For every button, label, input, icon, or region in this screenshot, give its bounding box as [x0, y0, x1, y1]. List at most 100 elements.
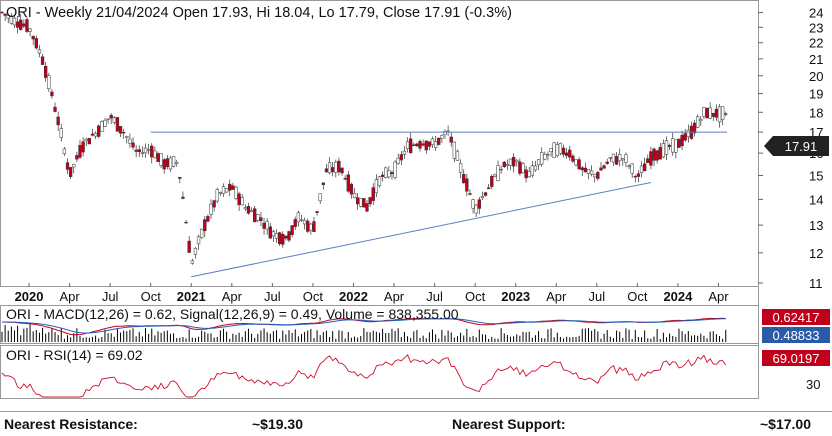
- candle-body: [571, 155, 575, 162]
- candle-body: [246, 206, 251, 214]
- candle-body: [274, 233, 279, 239]
- candle-body: [583, 167, 588, 173]
- candle-body: [277, 232, 282, 245]
- candle-body: [200, 228, 204, 239]
- candle-body: [533, 165, 538, 171]
- candle-body: [178, 177, 182, 179]
- candle-body: [655, 150, 659, 161]
- candle-body: [409, 138, 413, 154]
- candle-body: [162, 159, 166, 170]
- candle-body: [667, 144, 672, 147]
- candle-body: [652, 148, 656, 161]
- candle-body: [309, 223, 313, 231]
- candle-body: [181, 196, 185, 199]
- candle-body: [287, 231, 291, 241]
- candle-body: [268, 226, 272, 239]
- candle-body: [84, 138, 88, 142]
- candle-body: [156, 153, 160, 162]
- candle-body: [284, 235, 288, 239]
- candle-body: [90, 133, 95, 136]
- x-tick-label: Apr: [708, 289, 729, 304]
- candle-body: [56, 116, 60, 126]
- candle-body: [97, 125, 101, 137]
- candle-body: [518, 161, 522, 174]
- candle-body: [209, 203, 213, 215]
- candle-body: [231, 185, 235, 190]
- candle-body: [724, 113, 728, 115]
- candle-body: [465, 178, 469, 192]
- candle-series: [0, 11, 728, 265]
- candle-body: [549, 148, 553, 152]
- x-tick-label: Apr: [384, 289, 405, 304]
- candle-body: [37, 49, 42, 54]
- candle-body: [418, 140, 422, 149]
- candle-body: [171, 156, 176, 167]
- candle-body: [624, 154, 628, 163]
- support-trendline: [191, 181, 651, 278]
- macd-value-tag: 0.62417: [762, 309, 830, 325]
- x-tick-label: 2024: [663, 289, 693, 304]
- rsi-value-label: 69.0197: [773, 351, 820, 366]
- candle-body: [159, 153, 163, 166]
- x-tick-label: Apr: [546, 289, 567, 304]
- candle-body: [412, 144, 416, 146]
- candle-body: [106, 118, 110, 120]
- candle-body: [346, 174, 350, 192]
- candle-body: [281, 234, 285, 245]
- candle-body: [334, 161, 338, 173]
- y-tick-label: 13: [809, 218, 823, 233]
- candle-body: [212, 200, 216, 208]
- candle-body: [421, 143, 425, 146]
- x-tick-label: Apr: [222, 289, 243, 304]
- candle-body: [40, 56, 45, 65]
- candle-body: [677, 138, 681, 148]
- candle-body: [649, 151, 653, 166]
- candle-body: [53, 106, 57, 112]
- candle-body: [496, 165, 500, 182]
- candle-body: [599, 167, 603, 171]
- candle-body: [558, 142, 563, 154]
- candle-body: [699, 119, 703, 122]
- nearest-support-value: ~$17.00: [760, 416, 811, 432]
- candle-body: [393, 161, 397, 178]
- candle-body: [184, 222, 188, 224]
- candle-body: [31, 35, 35, 40]
- candle-body: [0, 11, 4, 14]
- candle-body: [602, 165, 606, 169]
- candle-body: [62, 148, 67, 154]
- candle-body: [605, 161, 609, 164]
- candle-body: [661, 143, 666, 158]
- price-panel-frame: [0, 0, 759, 287]
- candle-body: [430, 138, 435, 146]
- candle-body: [340, 167, 344, 174]
- candle-body: [296, 212, 301, 223]
- candle-body: [468, 193, 472, 195]
- stock-chart: 1112131415161718192021222324 2020AprJulO…: [0, 0, 830, 399]
- x-tick-label: Oct: [465, 289, 486, 304]
- candle-body: [611, 153, 616, 163]
- nearest-support-label: Nearest Support:: [452, 416, 566, 432]
- x-tick-label: 2023: [501, 289, 530, 304]
- candle-body: [65, 162, 70, 170]
- candle-body: [109, 114, 113, 119]
- candle-body: [424, 140, 428, 151]
- candle-body: [68, 167, 73, 177]
- candle-body: [427, 141, 432, 147]
- candle-body: [137, 149, 141, 152]
- candle-body: [100, 121, 104, 132]
- x-tick-label: Jul: [426, 289, 443, 304]
- candle-body: [490, 176, 494, 187]
- candle-body: [228, 183, 232, 191]
- candle-body: [234, 186, 238, 199]
- candle-body: [614, 156, 619, 165]
- candle-body: [543, 153, 547, 160]
- x-tick-label: Jul: [264, 289, 281, 304]
- candle-body: [343, 178, 347, 180]
- candle-body: [480, 196, 485, 199]
- support-resistance-footer: Nearest Resistance: ~$19.30 Nearest Supp…: [0, 411, 832, 436]
- rsi-y-tick: 30: [806, 377, 820, 392]
- candle-body: [362, 198, 366, 208]
- candle-body: [493, 174, 497, 177]
- candle-body: [546, 154, 550, 156]
